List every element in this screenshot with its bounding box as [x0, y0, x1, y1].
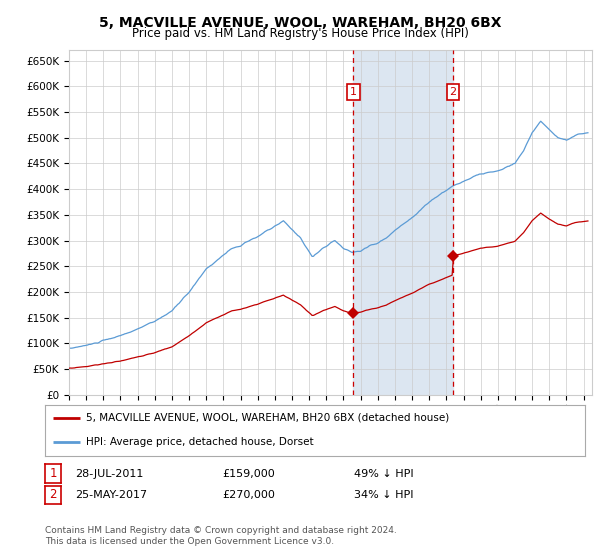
Text: 34% ↓ HPI: 34% ↓ HPI: [354, 490, 413, 500]
Text: 2: 2: [449, 87, 457, 97]
Text: Contains HM Land Registry data © Crown copyright and database right 2024.
This d: Contains HM Land Registry data © Crown c…: [45, 526, 397, 546]
Text: 1: 1: [49, 467, 57, 480]
Text: 49% ↓ HPI: 49% ↓ HPI: [354, 469, 413, 479]
Text: 2: 2: [49, 488, 57, 501]
Text: Price paid vs. HM Land Registry's House Price Index (HPI): Price paid vs. HM Land Registry's House …: [131, 27, 469, 40]
Text: 1: 1: [350, 87, 357, 97]
Text: £270,000: £270,000: [222, 490, 275, 500]
Text: HPI: Average price, detached house, Dorset: HPI: Average price, detached house, Dors…: [86, 437, 313, 447]
Text: 28-JUL-2011: 28-JUL-2011: [75, 469, 143, 479]
Text: £159,000: £159,000: [222, 469, 275, 479]
Text: 5, MACVILLE AVENUE, WOOL, WAREHAM, BH20 6BX (detached house): 5, MACVILLE AVENUE, WOOL, WAREHAM, BH20 …: [86, 413, 449, 423]
Text: 25-MAY-2017: 25-MAY-2017: [75, 490, 147, 500]
Text: 5, MACVILLE AVENUE, WOOL, WAREHAM, BH20 6BX: 5, MACVILLE AVENUE, WOOL, WAREHAM, BH20 …: [99, 16, 501, 30]
Bar: [353, 50, 453, 395]
